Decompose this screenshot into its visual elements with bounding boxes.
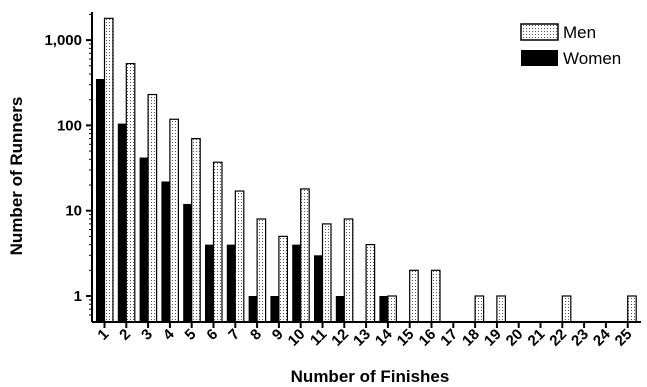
bar-men-13 xyxy=(365,244,376,323)
legend-label-men: Men xyxy=(563,23,596,42)
bar-women-4 xyxy=(161,181,170,322)
bar-women-12 xyxy=(335,296,345,322)
bar-men-2 xyxy=(125,63,136,323)
x-tick-label: 25 xyxy=(612,326,636,350)
bar-women-14 xyxy=(379,296,388,322)
x-tick-label: 2 xyxy=(116,326,134,344)
legend-swatch-women xyxy=(521,50,558,66)
bar-men-15 xyxy=(409,269,419,323)
x-axis-title: Number of Finishes xyxy=(291,367,450,386)
bar-men-9 xyxy=(278,235,288,323)
x-tick-label: 23 xyxy=(568,326,592,350)
x-tick-label: 9 xyxy=(269,326,287,344)
bar-men-1 xyxy=(103,17,114,323)
bar-men-10 xyxy=(300,188,310,323)
bar-men-4 xyxy=(169,118,179,323)
bar-men-16 xyxy=(430,269,441,323)
legend-label-women: Women xyxy=(563,49,621,68)
bar-men-5 xyxy=(191,138,201,323)
bar-men-19 xyxy=(496,295,506,323)
bar-women-7 xyxy=(226,244,236,322)
axes-group xyxy=(86,12,641,328)
bar-men-3 xyxy=(147,93,158,323)
y-axis-title: Number of Runners xyxy=(7,97,26,256)
bar-men-18 xyxy=(474,295,485,323)
x-tick-label: 6 xyxy=(203,326,221,344)
x-tick-label: 12 xyxy=(328,326,352,350)
x-tick-label: 5 xyxy=(182,326,200,344)
legend-swatch-men xyxy=(520,23,559,41)
y-tick-label: 1 xyxy=(74,288,82,305)
bar-women-1 xyxy=(96,78,105,323)
bar-women-9 xyxy=(270,296,279,322)
x-tick-label: 15 xyxy=(394,326,418,350)
y-tick-label: 1,000 xyxy=(44,32,82,49)
bar-men-11 xyxy=(321,223,332,323)
x-tick-label: 18 xyxy=(459,326,483,350)
x-tick-label: 16 xyxy=(416,326,440,350)
bar-women-11 xyxy=(314,255,323,322)
x-tick-label: 1 xyxy=(94,326,112,344)
bar-men-22 xyxy=(561,295,572,323)
y-tick-label: 100 xyxy=(57,117,82,134)
bar-men-12 xyxy=(343,218,354,323)
bars-group xyxy=(96,17,637,323)
bar-men-7 xyxy=(234,190,245,323)
x-tick-label: 19 xyxy=(481,326,505,350)
x-tick-label: 20 xyxy=(503,326,527,350)
x-tick-label: 13 xyxy=(350,326,374,350)
x-tick-labels: 1 2 3 4 5 6 7 8 91011121314151617181920212223242… xyxy=(94,325,635,349)
x-tick-label: 8 xyxy=(247,326,265,344)
bar-men-8 xyxy=(256,218,267,323)
bar-women-10 xyxy=(292,244,301,322)
bar-women-5 xyxy=(183,203,192,322)
bar-men-6 xyxy=(212,161,223,323)
x-tick-label: 4 xyxy=(160,325,178,343)
bar-men-25 xyxy=(627,295,637,323)
x-tick-label: 21 xyxy=(525,326,549,350)
x-tick-label: 7 xyxy=(225,326,243,344)
x-tick-label: 17 xyxy=(437,326,461,350)
y-tick-labels: 1 10 100 1,000 xyxy=(44,32,82,305)
bar-women-3 xyxy=(139,157,149,322)
bar-women-8 xyxy=(248,296,258,322)
x-tick-label: 22 xyxy=(546,326,570,350)
bar-men-14 xyxy=(387,295,397,323)
legend: Men Women xyxy=(520,23,621,68)
bar-women-2 xyxy=(117,123,127,322)
x-tick-label: 10 xyxy=(285,326,309,350)
x-tick-label: 3 xyxy=(138,326,156,344)
bar-women-6 xyxy=(205,244,214,322)
y-tick-label: 10 xyxy=(65,203,82,220)
x-tick-label: 11 xyxy=(307,326,330,349)
